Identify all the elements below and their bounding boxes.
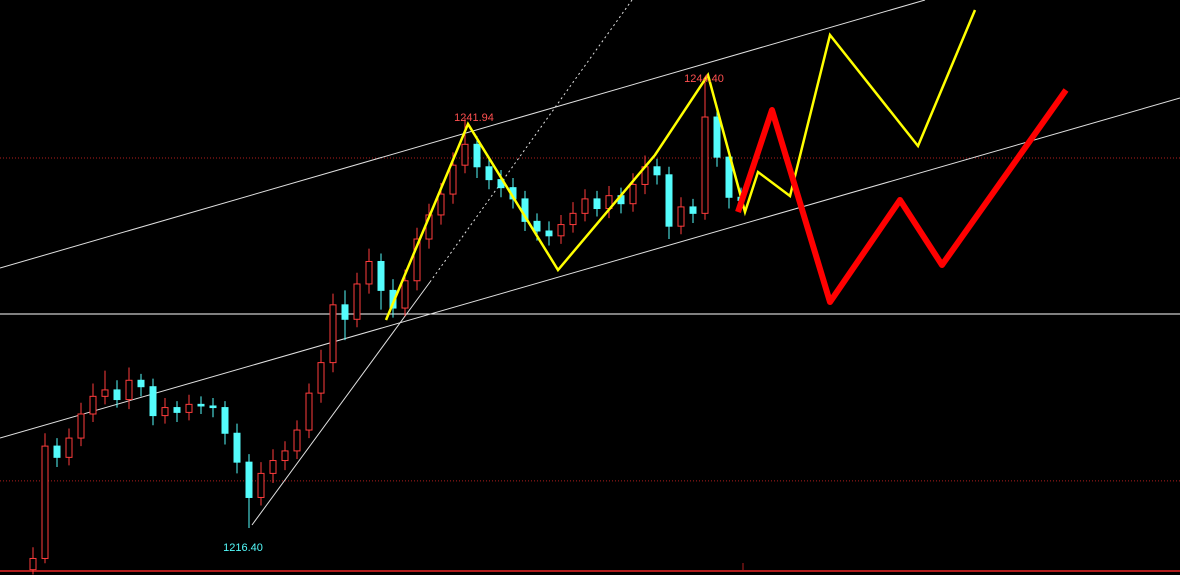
projections [384, 9, 1069, 321]
candle-body [569, 212, 577, 226]
candle-body [221, 407, 229, 434]
candle-body [281, 450, 289, 462]
candle-body [329, 304, 337, 364]
candle-body [77, 413, 85, 439]
candle-body [305, 392, 313, 431]
red-wave [735, 88, 1069, 305]
candle-body [413, 238, 421, 282]
candle-body [137, 379, 145, 388]
candle-body [161, 407, 169, 417]
candle-body [485, 166, 493, 181]
candle-body [209, 405, 217, 409]
price-annotation: 1244.40 [684, 73, 724, 85]
candles [29, 78, 745, 575]
candle-body [701, 116, 709, 214]
candle-body [461, 143, 469, 166]
candle-body [101, 389, 109, 397]
candle-body [437, 193, 445, 216]
candle-body [677, 206, 685, 227]
candle-body [185, 403, 193, 413]
candle-body [653, 166, 661, 176]
price-annotation: 1216.40 [223, 542, 263, 554]
candle-body [65, 437, 73, 458]
candle-body [113, 389, 121, 401]
candle-body [581, 198, 589, 214]
candle-body [533, 220, 541, 232]
candle-body [629, 183, 637, 205]
candle-body [713, 116, 721, 158]
candle-body [149, 386, 157, 417]
candle-body [233, 432, 241, 463]
candle-body [125, 379, 133, 401]
candle-body [365, 260, 373, 285]
candle-body [593, 198, 601, 210]
candle-body [557, 224, 565, 237]
candle-body [197, 403, 205, 407]
candle-body [53, 445, 61, 458]
candle-body [401, 280, 409, 309]
candle-body [173, 407, 181, 413]
yellow-wave [384, 9, 977, 321]
candle-body [353, 283, 361, 320]
candle-body [89, 395, 97, 415]
candle-body [473, 143, 481, 168]
candle-body [377, 260, 385, 291]
candle-body [317, 362, 325, 394]
candle-body [41, 445, 49, 559]
channel-lower [0, 97, 1180, 439]
candle-body [29, 557, 37, 571]
candle-body [245, 461, 253, 498]
candle-body [341, 304, 349, 320]
candle-body [449, 164, 457, 195]
candle-body [689, 206, 697, 214]
candle-body [257, 472, 265, 498]
candle-body [293, 429, 301, 452]
candle-body [545, 230, 553, 237]
candle-body [665, 174, 673, 227]
candle-body [269, 460, 277, 474]
trend-line [251, 281, 431, 526]
price-annotation: 1241.94 [454, 112, 494, 124]
